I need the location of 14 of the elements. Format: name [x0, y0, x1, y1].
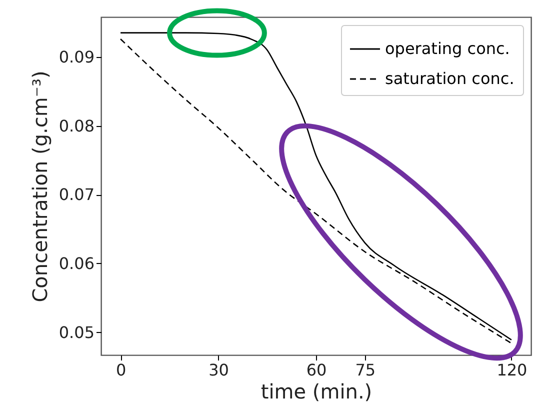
legend-label: operating conc. — [385, 39, 510, 58]
legend-label: saturation conc. — [385, 69, 514, 88]
y-tick-label: 0.06 — [58, 254, 94, 273]
x-tick-label: 0 — [116, 360, 126, 380]
y-tick-label: 0.08 — [58, 116, 94, 136]
x-tick-label: 120 — [496, 360, 528, 380]
y-tick-label: 0.07 — [58, 185, 94, 204]
y-tick-label: 0.05 — [58, 322, 94, 342]
x-axis-title: time (min.) — [260, 380, 372, 404]
x-tick-label: 30 — [208, 360, 229, 380]
x-tick-label: 75 — [355, 360, 376, 380]
y-tick-label: 0.09 — [58, 47, 94, 66]
x-tick-label: 60 — [306, 360, 327, 380]
y-axis-title: Concentration (g.cm⁻³) — [28, 70, 52, 302]
